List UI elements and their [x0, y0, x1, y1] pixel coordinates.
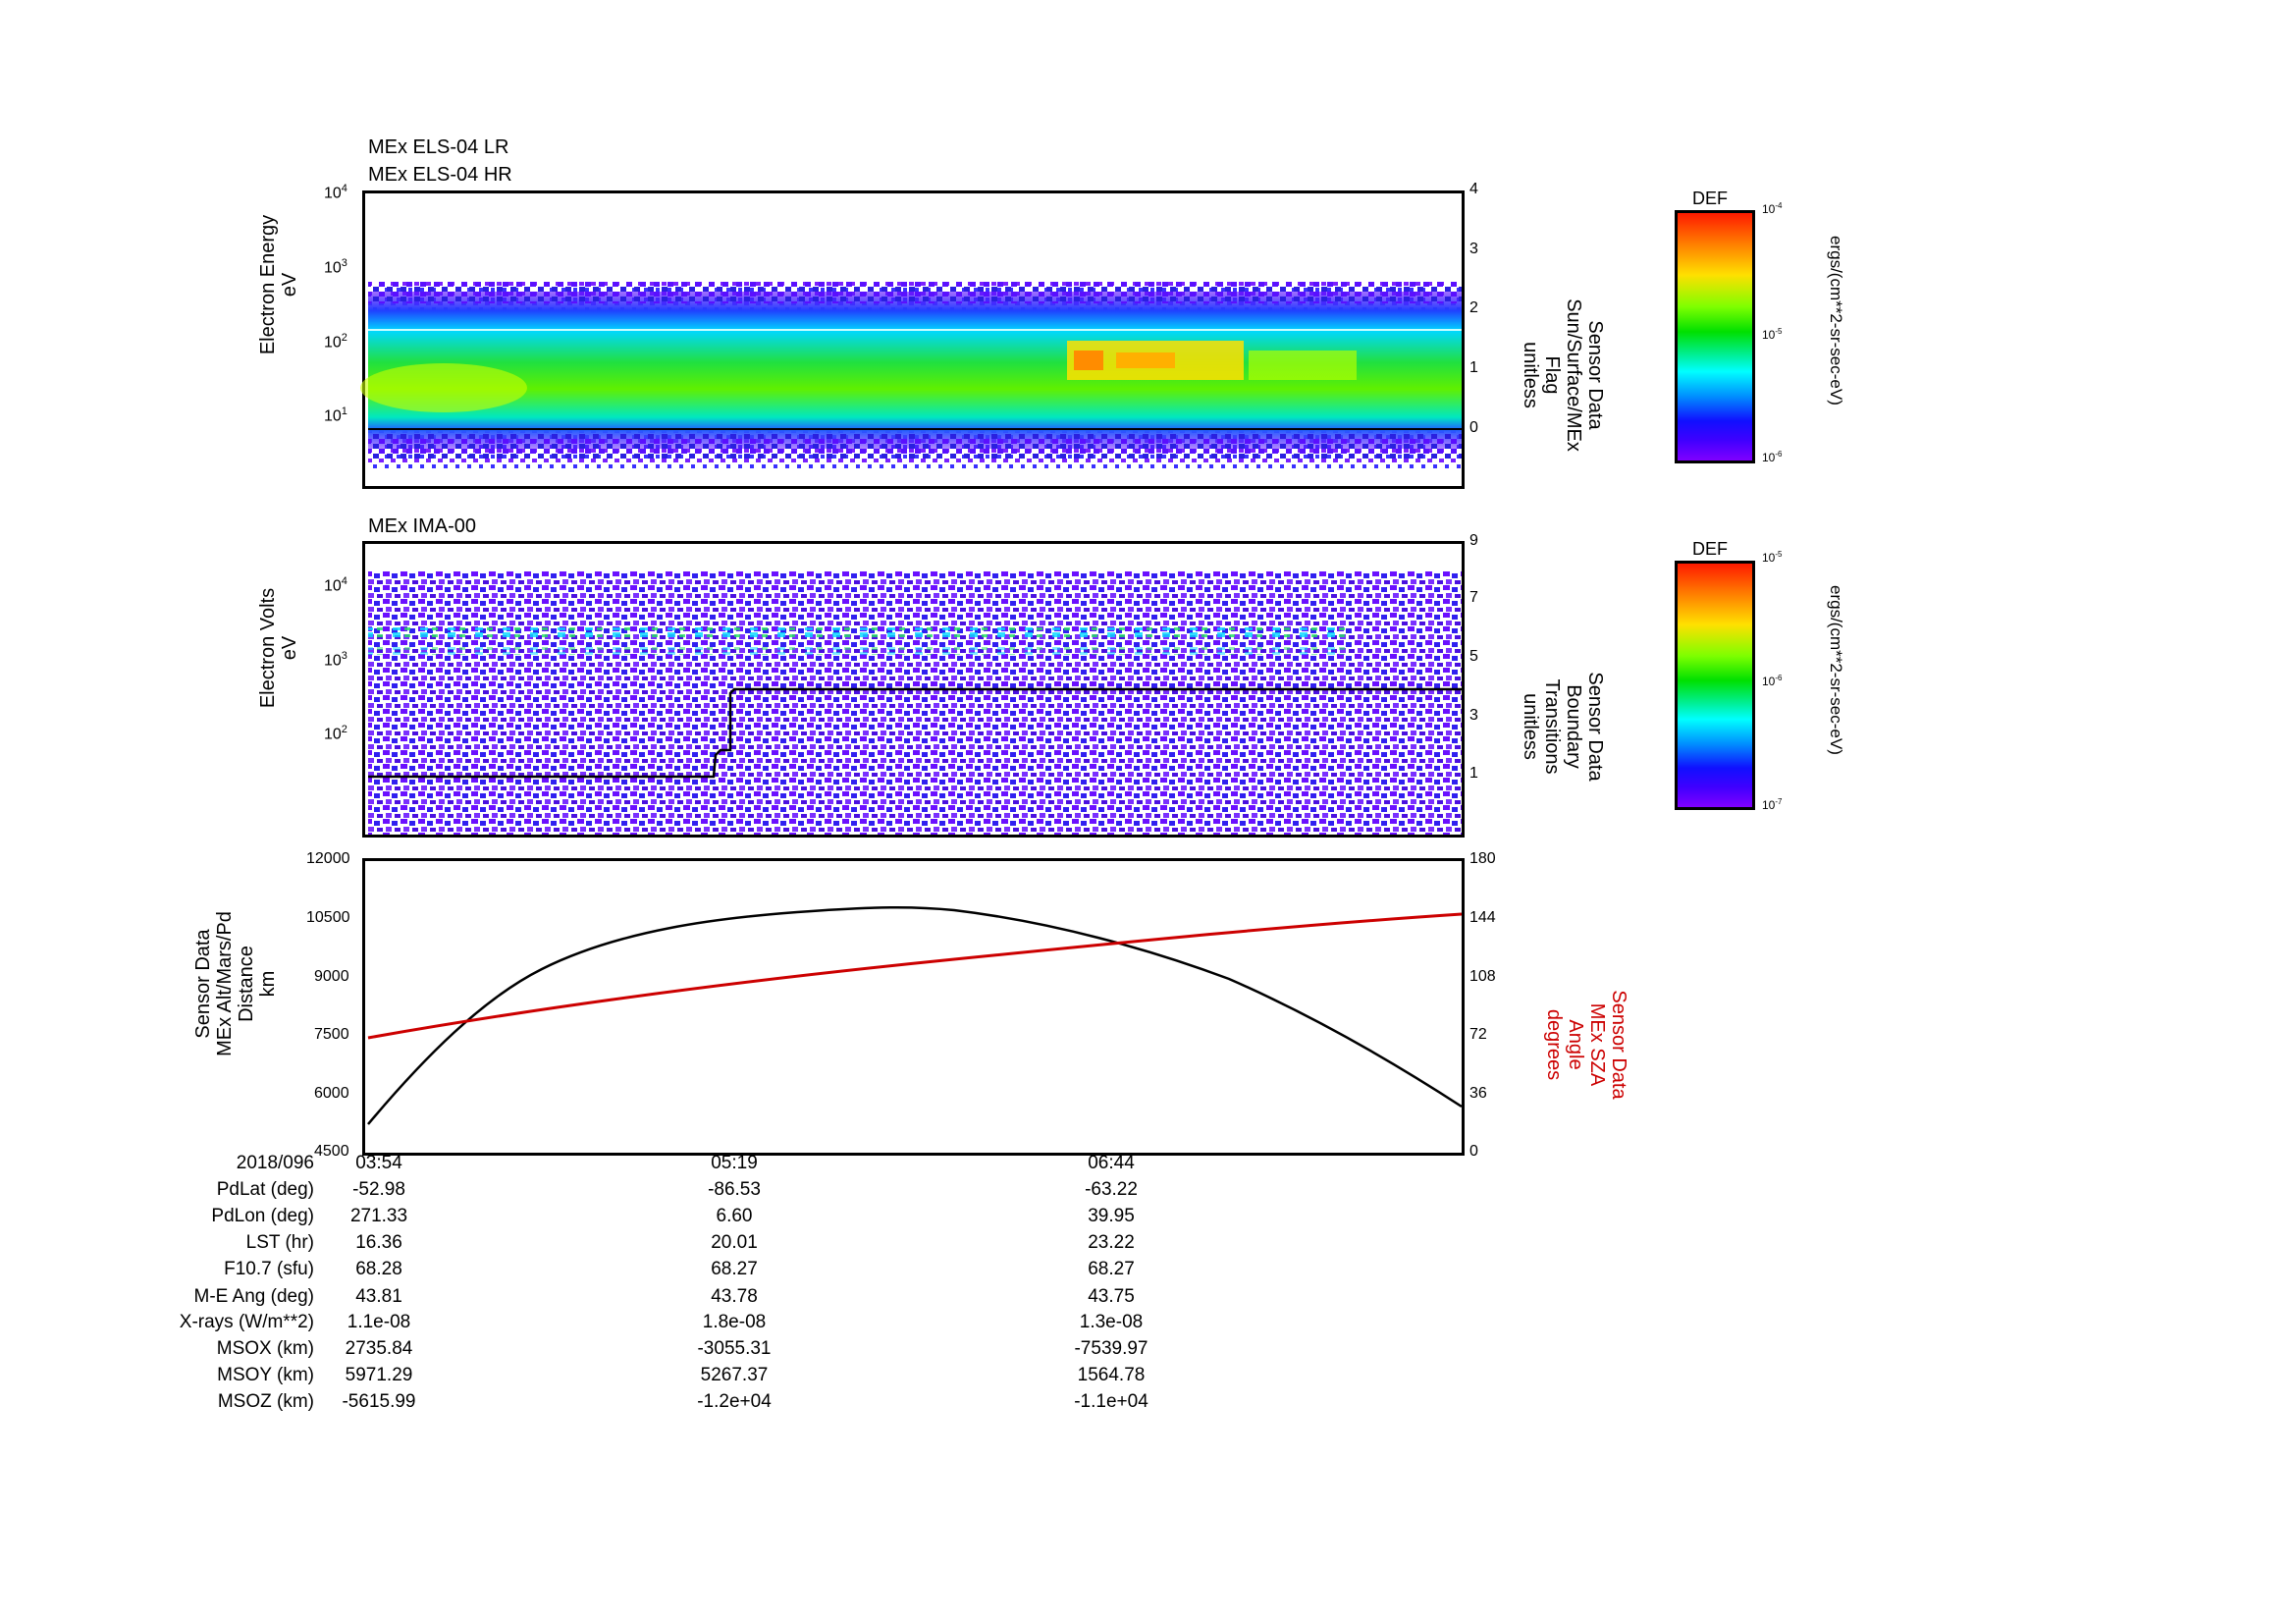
colorbar1 — [1675, 210, 1755, 463]
colorbar2-title: DEF — [1692, 539, 1728, 559]
panel1-heatmap — [360, 282, 1462, 468]
panel1-y2tick: 2 — [1469, 299, 1478, 316]
panel1-y2tick: 1 — [1469, 359, 1478, 376]
panel2-y2label: Sensor Data Boundary Transitions unitles… — [1520, 672, 1606, 782]
panel3-ytick: 6000 — [314, 1085, 349, 1102]
panel1-y2tick: 0 — [1469, 419, 1478, 436]
panel3-y2tick: 144 — [1469, 909, 1496, 926]
panel2-spectrogram[interactable] — [362, 541, 1465, 838]
panel1-y2tick: 4 — [1469, 181, 1478, 197]
panel3-line-plot[interactable] — [362, 858, 1465, 1156]
ephemeris-table: 2018/096 03:54 05:19 06:44 PdLat (deg) -… — [0, 1151, 1276, 1445]
time-col-1: 03:54 — [355, 1153, 402, 1173]
panel3-y2tick: 180 — [1469, 850, 1496, 867]
colorbar2 — [1675, 561, 1755, 810]
panel2-y2tick: 9 — [1469, 532, 1478, 549]
panel3-lines — [367, 905, 1463, 1125]
panel2-y2tick: 3 — [1469, 707, 1478, 724]
colorbar2-top-label: 10-5 — [1762, 550, 1783, 565]
panel2-ytick: 103 — [324, 650, 347, 670]
colorbar1-units: ergs/(cm**2-sr-sec-eV) — [1827, 236, 1845, 406]
panel1-ytick: 104 — [324, 183, 347, 202]
colorbar2-bottom-label: 10-7 — [1762, 797, 1783, 812]
panel1-spectrogram[interactable] — [360, 190, 1465, 489]
colorbar1-top-label: 10-4 — [1762, 201, 1783, 216]
panel1-ylabel: Electron Energy eV — [257, 214, 300, 355]
time-col-3: 06:44 — [1088, 1153, 1135, 1173]
panel1-y2tick: 3 — [1469, 241, 1478, 257]
panel2-ytick: 102 — [324, 724, 347, 743]
panel1-ytick: 103 — [324, 257, 347, 277]
panel3-ytick: 10500 — [306, 909, 350, 926]
panel3-y2label: Sensor Data MEx SZA Angle degrees — [1543, 990, 1629, 1100]
colorbar1-bottom-label: 10-6 — [1762, 450, 1783, 464]
panel1-ytick: 102 — [324, 332, 347, 352]
panel3-ytick: 4500 — [314, 1143, 349, 1160]
panel1-ytick: 101 — [324, 406, 347, 425]
panel2-y2tick: 5 — [1469, 648, 1478, 665]
date-label: 2018/096 — [236, 1153, 314, 1173]
time-col-2: 05:19 — [711, 1153, 758, 1173]
colorbar1-title: DEF — [1692, 189, 1728, 208]
panel2-ylabel: Electron Volts eV — [257, 587, 300, 709]
panel3-ytick: 7500 — [314, 1026, 349, 1043]
panel3-y2tick: 72 — [1469, 1026, 1487, 1043]
panel2-heatmap — [368, 571, 1462, 835]
panel1-title-hr: MEx ELS-04 HR — [368, 164, 512, 186]
panel3-ylabel: Sensor Data MEx Alt/Mars/Pd Distance km — [192, 911, 279, 1056]
panel3-y2tick: 0 — [1469, 1143, 1478, 1160]
panel3-y2tick: 108 — [1469, 968, 1496, 985]
panel1-title-lr: MEx ELS-04 LR — [368, 136, 509, 158]
panel3-ytick: 9000 — [314, 968, 349, 985]
panel2-y2tick: 1 — [1469, 765, 1478, 782]
colorbar2-mid-label: 10-6 — [1762, 674, 1783, 688]
panel1-y2label: Sensor Data Sun/Surface/MEx Flag unitles… — [1520, 298, 1606, 452]
panel2-ytick: 104 — [324, 575, 347, 595]
panel3-ytick: 12000 — [306, 850, 350, 867]
colorbar1-mid-label: 10-5 — [1762, 327, 1783, 342]
panel2-title: MEx IMA-00 — [368, 515, 477, 537]
colorbar2-units: ergs/(cm**2-sr-sec-eV) — [1827, 585, 1845, 755]
panel3-y2tick: 36 — [1469, 1085, 1487, 1102]
panel2-y2tick: 7 — [1469, 589, 1478, 606]
